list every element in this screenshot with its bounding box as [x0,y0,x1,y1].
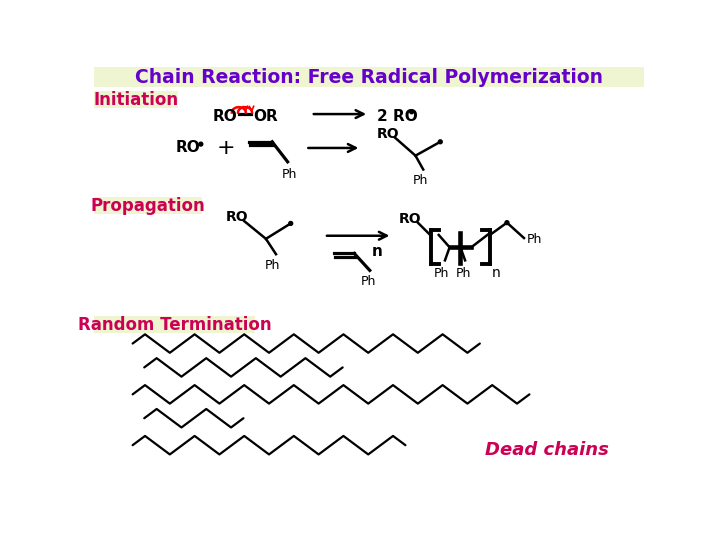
Text: Dead chains: Dead chains [485,441,609,459]
Circle shape [410,110,413,114]
Circle shape [505,221,509,225]
Circle shape [438,140,442,144]
Text: Ph: Ph [264,259,280,272]
Text: Ph: Ph [527,233,542,246]
Bar [94,316,255,333]
Bar [94,67,644,87]
Bar [94,91,178,108]
Text: 2 RO: 2 RO [377,109,418,124]
Text: RO: RO [377,127,400,141]
Text: Random Termination: Random Termination [78,316,271,334]
Text: Ph: Ph [413,174,428,187]
Text: Ph: Ph [282,168,297,181]
Text: Chain Reaction: Free Radical Polymerization: Chain Reaction: Free Radical Polymerizat… [135,69,603,87]
Text: n: n [372,245,382,259]
Text: RO: RO [398,212,421,226]
Circle shape [289,221,292,225]
Text: Ph: Ph [456,267,471,280]
Text: +: + [216,138,235,158]
Bar [94,197,202,214]
Text: Propagation: Propagation [91,198,205,215]
Text: Initiation: Initiation [93,91,179,109]
Text: n: n [492,266,501,280]
Text: RO: RO [175,140,200,156]
Text: RO: RO [212,109,238,124]
Text: RO: RO [225,210,248,224]
Text: Ph: Ph [434,267,449,280]
Text: Ph: Ph [361,275,376,288]
Circle shape [199,142,203,146]
Text: OR: OR [253,109,277,124]
